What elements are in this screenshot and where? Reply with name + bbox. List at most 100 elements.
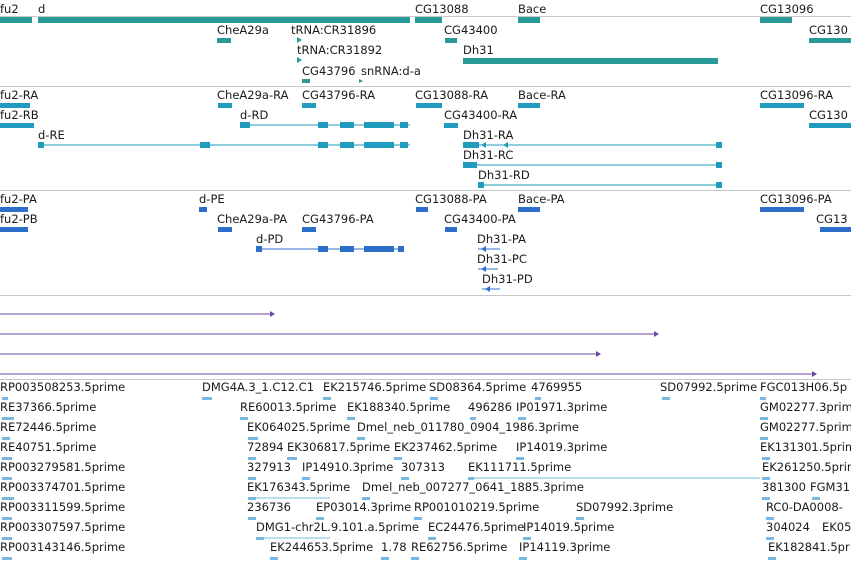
gene-label[interactable]: Dh31 [463,43,494,57]
est-label[interactable]: RP001010219.5prime [414,500,540,514]
est-glyph[interactable] [812,497,820,500]
gene-label[interactable]: CG13096 [760,2,814,16]
est-label[interactable]: EK261250.5prime [762,460,851,474]
est-label[interactable]: RP003311599.5prime [0,500,126,514]
transcript-label[interactable]: Dh31-RD [478,168,530,182]
est-label[interactable]: 236736 [247,500,291,514]
protein-glyph[interactable] [820,227,851,232]
transcript-label[interactable]: Bace-RA [518,88,566,102]
protein-glyph[interactable] [481,266,486,272]
transcript-glyph[interactable] [416,103,442,108]
transcript-glyph[interactable] [503,142,508,148]
est-label[interactable]: RP003508253.5prime [0,380,126,394]
gene-label[interactable]: CG43400 [444,23,498,37]
est-label[interactable]: 72894 [247,440,284,454]
protein-glyph[interactable] [318,246,328,252]
est-label[interactable]: 304024 [766,520,810,534]
est-glyph[interactable] [248,437,258,440]
transcript-glyph[interactable] [400,122,408,128]
gene-glyph[interactable] [809,38,851,43]
gene-label[interactable]: CheA29a [217,23,269,37]
est-glyph[interactable] [2,397,8,400]
est-glyph[interactable] [248,517,256,520]
protein-glyph[interactable] [340,246,354,252]
transcript-glyph[interactable] [481,142,486,148]
est-glyph[interactable] [518,417,526,420]
est-glyph[interactable] [516,457,524,460]
transcript-glyph[interactable] [716,162,722,168]
transcript-glyph[interactable] [478,182,484,188]
transcript-glyph[interactable] [302,103,316,108]
transcript-label[interactable]: CG13096-RA [760,88,834,102]
est-label[interactable]: EP03014.3prime [316,500,412,514]
est-label[interactable]: EK064025.5prime [247,420,351,434]
est-label[interactable]: RP003374701.5prime [0,480,126,494]
transcript-glyph[interactable] [760,103,804,108]
transcript-glyph[interactable] [318,142,328,148]
est-label[interactable]: RE60013.5prime [240,400,337,414]
gene-label[interactable]: snRNA:d-a [361,64,421,78]
protein-label[interactable]: fu2-PA [0,192,37,206]
alignment-glyph[interactable] [270,311,275,317]
gene-label[interactable]: tRNA:CR31892 [297,43,383,57]
est-glyph[interactable] [248,457,256,460]
transcript-glyph[interactable] [364,122,394,128]
alignment-glyph[interactable] [654,331,659,337]
est-glyph[interactable] [2,477,12,480]
est-label[interactable]: Dmel_neb_011780_0904_1986.3prime [357,420,579,434]
transcript-glyph[interactable] [200,142,210,148]
protein-label[interactable]: d-PD [256,232,284,246]
gene-glyph[interactable] [445,38,457,43]
gene-label[interactable]: d [38,2,46,16]
gene-label[interactable]: fu2 [0,2,19,16]
protein-label[interactable]: CG13096-PA [760,192,832,206]
est-glyph[interactable] [760,417,768,420]
gene-glyph[interactable] [297,37,302,43]
est-label[interactable]: 381300 [762,480,806,494]
protein-glyph[interactable] [481,246,486,252]
gene-glyph[interactable] [518,17,540,23]
transcript-glyph[interactable] [0,123,34,128]
protein-label[interactable]: CheA29a-PA [217,212,288,226]
est-glyph[interactable] [401,477,409,480]
est-glyph[interactable] [411,557,419,560]
gene-label[interactable]: tRNA:CR31896 [291,23,377,37]
est-label[interactable]: GM02277.3prime [760,400,851,414]
est-label[interactable]: 327913 [247,460,291,474]
est-label[interactable]: DMG1-chr2L.9.101.a.5prime [256,520,419,534]
gene-label[interactable]: CG130 [809,23,848,37]
est-glyph[interactable] [323,397,331,400]
protein-glyph[interactable] [485,286,490,292]
transcript-glyph[interactable] [0,103,30,108]
gene-glyph[interactable] [760,17,792,23]
est-glyph[interactable] [760,397,766,400]
est-glyph[interactable] [760,437,768,440]
est-glyph[interactable] [519,557,527,560]
est-label[interactable]: EC24476.5prime [428,520,525,534]
est-glyph[interactable] [2,457,12,460]
est-glyph[interactable] [2,537,12,540]
transcript-glyph[interactable] [463,142,479,148]
est-label[interactable]: EK237462.5prime [394,440,498,454]
est-glyph[interactable] [202,397,212,400]
gene-glyph[interactable] [415,17,442,23]
est-glyph[interactable] [535,397,541,400]
est-glyph[interactable] [357,437,365,440]
protein-label[interactable]: CG43796-PA [302,212,374,226]
est-label[interactable]: IP14910.3prime [302,460,394,474]
est-glyph[interactable] [2,417,14,420]
protein-label[interactable]: CG13 [816,212,848,226]
est-label[interactable]: EK244653.5prime [270,540,374,554]
est-label[interactable]: EK306817.5prime [287,440,391,454]
est-label[interactable]: EK188340.5prime [347,400,451,414]
est-label[interactable]: 4769955 [531,380,583,394]
est-glyph[interactable] [381,557,389,560]
est-glyph[interactable] [762,477,770,480]
transcript-glyph[interactable] [809,123,851,128]
est-label[interactable]: EK05 [822,520,851,534]
transcript-label[interactable]: Dh31-RA [463,128,514,142]
transcript-label[interactable]: CG43796-RA [302,88,376,102]
transcript-glyph[interactable] [340,142,354,148]
